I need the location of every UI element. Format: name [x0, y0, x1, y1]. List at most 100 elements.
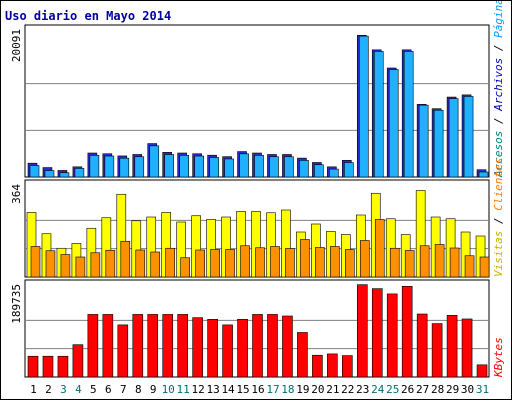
bar-hits-day-22	[344, 162, 354, 178]
chart-title: Uso diario en Mayo 2014	[5, 9, 171, 23]
bar-hits-day-14	[224, 158, 234, 178]
x-tick-label-day-23: 23	[356, 383, 369, 396]
bar-clients-day-20	[315, 247, 325, 278]
x-tick-label-day-1: 1	[30, 383, 37, 396]
bar-kbytes-day-15	[237, 318, 248, 378]
bar-hits-day-6	[104, 155, 115, 178]
bar-kbytes-day-12	[192, 317, 203, 378]
panel-middle: 364	[10, 179, 490, 278]
bar-clients-day-29	[449, 247, 460, 278]
x-tick-label-day-9: 9	[150, 383, 157, 396]
bar-kbytes-day-26	[401, 286, 413, 378]
panel-middle-side-label: Visitas / Clientes	[492, 158, 505, 277]
bar-hits-day-26	[403, 51, 414, 178]
side-label-part: Clientes	[492, 158, 505, 211]
chart-panels: 20091 364 189735	[10, 24, 490, 378]
bar-hits-day-4	[74, 168, 85, 178]
x-tick-label-day-27: 27	[416, 383, 429, 396]
bar-clients-day-14	[225, 249, 235, 278]
x-tick-label-day-28: 28	[431, 383, 444, 396]
bar-kbytes-day-9	[147, 314, 159, 378]
bar-kbytes-day-16	[252, 314, 263, 378]
x-tick-label-day-2: 2	[45, 383, 52, 396]
bar-hits-day-9	[149, 145, 160, 178]
bar-clients-day-23	[359, 240, 370, 278]
bar-clients-day-21	[330, 246, 340, 278]
x-tick-label-day-14: 14	[221, 383, 235, 396]
bar-clients-day-19	[300, 239, 310, 278]
x-tick-label-day-13: 13	[206, 383, 219, 396]
x-tick-label-day-22: 22	[341, 383, 354, 396]
bar-hits-day-13	[209, 157, 219, 178]
bar-hits-day-23	[358, 35, 369, 178]
bar-clients-day-5	[90, 252, 101, 278]
x-axis-tick-labels: 1 2 3 4 5 6 7 8 9 10 11 12 13 14 15 16 17 18 19 20 21 22 23 24 2…	[30, 383, 489, 396]
bar-kbytes-day-8	[132, 314, 144, 378]
bar-hits-day-29	[448, 98, 459, 178]
panel-bottom-ymax-label: 189735	[10, 284, 23, 324]
panel-bottom: 189735	[10, 279, 490, 378]
bar-hits-day-10	[164, 154, 175, 178]
x-tick-label-day-10: 10	[162, 383, 175, 396]
bar-clients-day-28	[434, 244, 445, 278]
panel-bottom-side-label: KBytes	[492, 337, 505, 378]
x-tick-label-day-11: 11	[177, 383, 190, 396]
bar-clients-day-2	[45, 250, 56, 278]
panel-top: 20091	[10, 24, 490, 178]
bar-clients-day-8	[135, 249, 146, 278]
side-label-part: /	[492, 111, 505, 131]
panel-top-side-label: Accesos / Archivos / Páginas	[492, 1, 505, 178]
bar-clients-day-22	[345, 249, 355, 278]
bar-hits-day-27	[418, 104, 429, 178]
x-tick-label-day-24: 24	[371, 383, 385, 396]
bar-hits-day-31	[478, 171, 489, 178]
bar-hits-day-8	[134, 156, 145, 178]
x-tick-label-day-17: 17	[266, 383, 279, 396]
x-tick-label-day-15: 15	[236, 383, 249, 396]
bar-kbytes-day-24	[371, 288, 383, 378]
bar-clients-day-10	[165, 247, 176, 278]
x-tick-label-day-25: 25	[386, 383, 399, 396]
bar-kbytes-day-22	[342, 355, 353, 378]
x-tick-label-day-3: 3	[60, 383, 67, 396]
bar-kbytes-day-28	[431, 323, 443, 378]
bar-clients-day-11	[180, 257, 190, 278]
panel-top-ymax-label: 20091	[10, 29, 23, 62]
bar-clients-day-17	[270, 246, 280, 278]
x-tick-label-day-8: 8	[135, 383, 142, 396]
bar-hits-day-28	[433, 109, 444, 178]
bar-hits-day-17	[269, 156, 279, 178]
x-tick-label-day-19: 19	[296, 383, 309, 396]
bar-hits-day-16	[254, 154, 264, 178]
bar-clients-day-13	[210, 249, 220, 278]
x-tick-label-day-6: 6	[105, 383, 112, 396]
bar-hits-day-20	[314, 164, 324, 178]
x-tick-label-day-16: 16	[251, 383, 264, 396]
x-tick-label-day-18: 18	[281, 383, 294, 396]
bar-clients-day-16	[255, 247, 265, 278]
side-label-part: Visitas	[492, 231, 505, 277]
x-tick-label-day-7: 7	[120, 383, 127, 396]
x-tick-label-day-21: 21	[326, 383, 339, 396]
bar-clients-day-1	[30, 246, 41, 278]
bar-kbytes-day-30	[461, 318, 473, 378]
bar-hits-day-11	[179, 154, 189, 178]
x-tick-label-day-31: 31	[476, 383, 489, 396]
bar-hits-day-18	[284, 156, 294, 178]
bar-clients-day-25	[389, 247, 400, 278]
bar-clients-day-18	[285, 248, 295, 278]
bar-kbytes-day-19	[297, 332, 308, 378]
bar-hits-day-30	[463, 96, 474, 178]
bar-kbytes-day-29	[446, 315, 458, 378]
bar-clients-day-7	[120, 240, 131, 278]
bar-kbytes-day-6	[102, 314, 114, 378]
bar-clients-day-12	[195, 249, 205, 278]
panel-middle-ymax-label: 364	[10, 184, 23, 204]
bar-kbytes-day-18	[282, 315, 293, 378]
bar-kbytes-day-27	[416, 313, 428, 378]
side-label-part: Accesos	[492, 131, 505, 178]
bar-kbytes-day-23	[356, 284, 368, 378]
x-tick-label-day-29: 29	[446, 383, 459, 396]
bar-kbytes-day-25	[386, 293, 398, 378]
